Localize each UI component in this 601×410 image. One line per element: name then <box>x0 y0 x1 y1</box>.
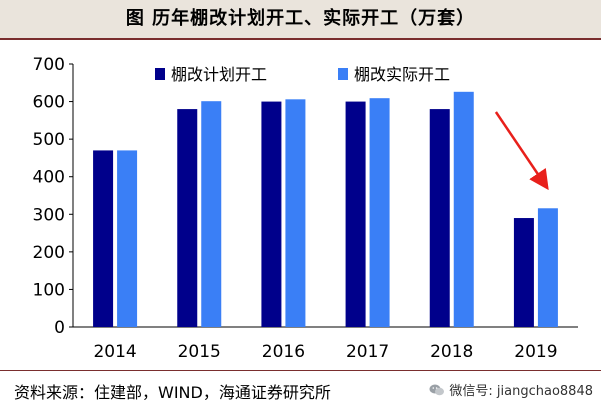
y-tick-label: 700 <box>33 55 65 75</box>
watermark-text: 微信号: jiangchao8848 <box>449 384 593 399</box>
bar-planned-2019 <box>513 218 534 327</box>
red-arrow-annotation <box>494 111 549 191</box>
bar-actual-2016 <box>285 99 306 327</box>
bar-actual-2018 <box>453 91 474 327</box>
legend-swatch <box>338 68 348 80</box>
bar-actual-2014 <box>117 150 138 327</box>
y-tick-label: 100 <box>33 280 65 300</box>
watermark: 微信号: jiangchao8848 <box>429 380 593 399</box>
bar-actual-2017 <box>369 98 390 327</box>
bar-planned-2018 <box>429 109 450 327</box>
bar-planned-2015 <box>177 109 198 327</box>
y-tick-label: 400 <box>33 168 65 188</box>
bar-actual-2015 <box>201 101 222 327</box>
x-tick-label: 2019 <box>514 342 557 362</box>
x-tick-label: 2017 <box>346 342 389 362</box>
y-tick-label: 600 <box>33 93 65 113</box>
bar-chart: 0 100 200 300 400 500 600 700 2014 2015 2016 2017 20… <box>33 55 578 362</box>
y-tick-label: 0 <box>54 318 65 338</box>
bar-planned-2016 <box>261 101 282 327</box>
bar-planned-2014 <box>93 150 114 327</box>
source-note: 资料来源：住建部，WIND，海通证券研究所 <box>14 383 331 402</box>
x-tick-label: 2014 <box>93 342 136 362</box>
legend-swatch <box>155 68 165 80</box>
title-bar: 图 历年棚改计划开工、实际开工（万套） <box>0 0 601 40</box>
x-tick-label: 2018 <box>430 342 473 362</box>
source-bar: 资料来源：住建部，WIND，海通证券研究所 微信号: jiangchao8848 <box>0 370 601 410</box>
x-tick-label: 2016 <box>262 342 305 362</box>
wechat-icon <box>429 384 445 395</box>
legend-label: 棚改计划开工 <box>171 65 267 84</box>
bar-actual-2019 <box>537 208 558 327</box>
bar-planned-2017 <box>345 101 366 327</box>
chart-title: 图 历年棚改计划开工、实际开工（万套） <box>125 8 476 29</box>
x-tick-label: 2015 <box>178 342 221 362</box>
legend-label: 棚改实际开工 <box>354 65 450 84</box>
y-tick-label: 300 <box>33 205 65 225</box>
y-tick-label: 500 <box>33 130 65 150</box>
y-tick-label: 200 <box>33 243 65 263</box>
